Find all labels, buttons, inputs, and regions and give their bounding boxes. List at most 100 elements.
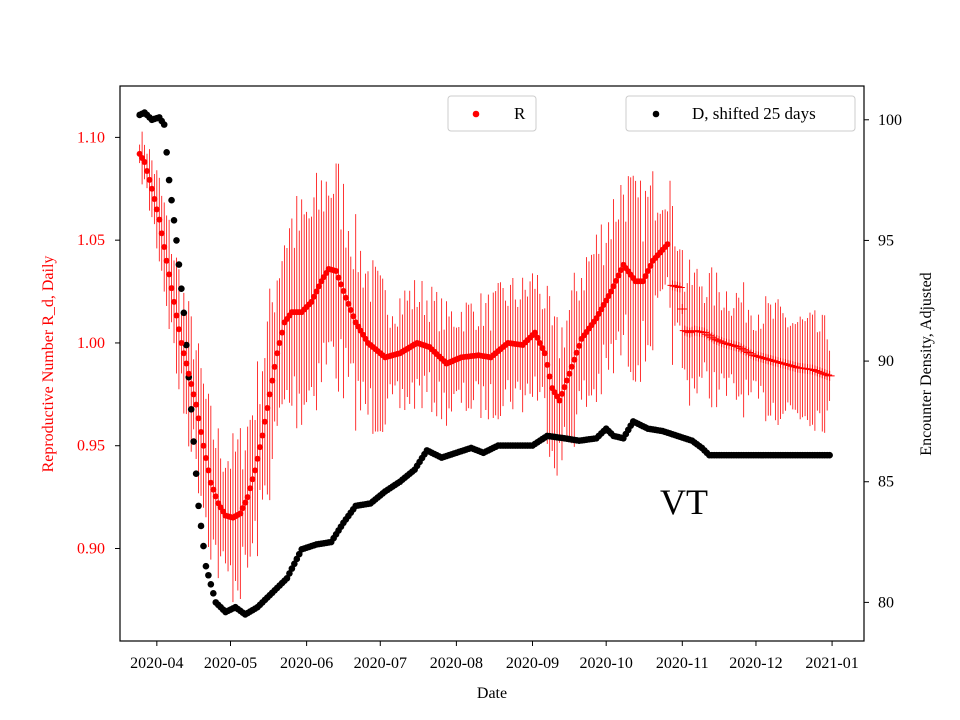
r-projected-point (755, 352, 766, 363)
d-point (187, 406, 195, 413)
r-projected-point (780, 359, 791, 370)
r-point (141, 159, 148, 166)
r-point (163, 257, 170, 264)
r-point (200, 442, 207, 449)
r-projected-point (773, 357, 784, 368)
d-point (200, 542, 207, 550)
legend-r-marker (472, 110, 480, 118)
r-point (153, 206, 160, 213)
d-point (160, 121, 168, 128)
r-point (264, 405, 271, 412)
r-point (571, 356, 578, 363)
r-projected-point (694, 326, 705, 337)
legend-d: D, shifted 25 days (625, 95, 856, 132)
r-point (158, 230, 165, 237)
r-point (279, 329, 286, 336)
r-point (254, 455, 261, 462)
r-projected-point (706, 332, 717, 343)
r-projected-point (714, 335, 725, 346)
x-axis-label: Date (477, 685, 507, 702)
r-point (644, 268, 651, 274)
x-tick-label: 2020-05 (204, 655, 257, 672)
r-point (617, 267, 624, 274)
r-point (274, 350, 281, 357)
r-projected-point (765, 355, 776, 366)
d-point (180, 309, 188, 317)
r-point (242, 499, 249, 506)
r-point (642, 273, 649, 280)
r-projected-point (753, 351, 764, 362)
x-tick-label: 2020-07 (354, 655, 407, 672)
y-left-axis-label: Reproductive Number R_d, Daily (40, 256, 57, 473)
legend-r-label: R (514, 104, 526, 123)
r-point (212, 493, 219, 500)
r-point (556, 397, 563, 404)
r-projected-point (733, 342, 744, 353)
r-point (541, 350, 548, 357)
y-right-axis-ticks: 80 85 90 95 100 (864, 112, 902, 611)
legend-r: R (447, 95, 537, 132)
r-projected-point (763, 354, 774, 365)
r-point (568, 363, 575, 370)
y-left-tick-label: 1.05 (77, 232, 105, 249)
d-point (173, 237, 180, 244)
series-r-points (136, 150, 671, 521)
y-left-tick-label: 0.90 (77, 541, 105, 558)
r-projected-point (738, 344, 749, 355)
d-point (178, 285, 185, 292)
r-point (171, 298, 178, 305)
legend-d-marker (652, 110, 660, 118)
r-point (151, 196, 158, 203)
d-point (190, 438, 197, 445)
r-projected-point (679, 325, 690, 336)
x-tick-label: 2020-08 (430, 655, 483, 672)
r-point (558, 390, 565, 397)
r-point (202, 455, 209, 462)
r-point (350, 313, 357, 320)
r-projected-point (709, 333, 720, 344)
r-point (566, 370, 573, 377)
y-right-tick-label: 90 (878, 353, 894, 370)
r-point (340, 288, 347, 295)
r-point (188, 381, 195, 388)
r-point (342, 294, 349, 301)
series-r-projected-points (667, 280, 835, 381)
d-point (197, 522, 205, 530)
r-point (244, 494, 251, 501)
r-projected-point (790, 361, 801, 372)
y-right-tick-label: 80 (878, 594, 894, 611)
r-point (247, 485, 254, 492)
r-point (144, 167, 151, 174)
d-point (195, 502, 202, 510)
r-point (168, 285, 175, 292)
r-point (195, 415, 202, 422)
r-projected-point (719, 337, 730, 348)
d-point (175, 261, 183, 268)
r-point (600, 301, 607, 308)
r-point (276, 339, 283, 346)
r-projected-point (748, 350, 759, 361)
r-projected-point (760, 353, 771, 364)
r-point (210, 486, 217, 493)
r-point (161, 244, 168, 251)
r-point (313, 288, 320, 295)
r-projected-point (768, 355, 779, 366)
r-point (561, 384, 568, 391)
r-point (205, 467, 212, 474)
r-point (146, 176, 153, 183)
r-projected-point (721, 338, 732, 349)
d-point (207, 580, 215, 588)
r-point (271, 363, 278, 370)
legend-r-box (447, 95, 537, 132)
r-point (608, 288, 615, 295)
x-tick-label: 2020-09 (506, 655, 559, 672)
r-projected-point (824, 370, 835, 381)
r-point (183, 360, 190, 367)
r-point (190, 391, 197, 398)
r-point (198, 429, 205, 436)
r-point (333, 268, 340, 274)
r-projected-point (696, 327, 707, 338)
r-point (664, 241, 671, 248)
r-projected-point (672, 281, 683, 292)
r-projected-point (743, 347, 754, 358)
